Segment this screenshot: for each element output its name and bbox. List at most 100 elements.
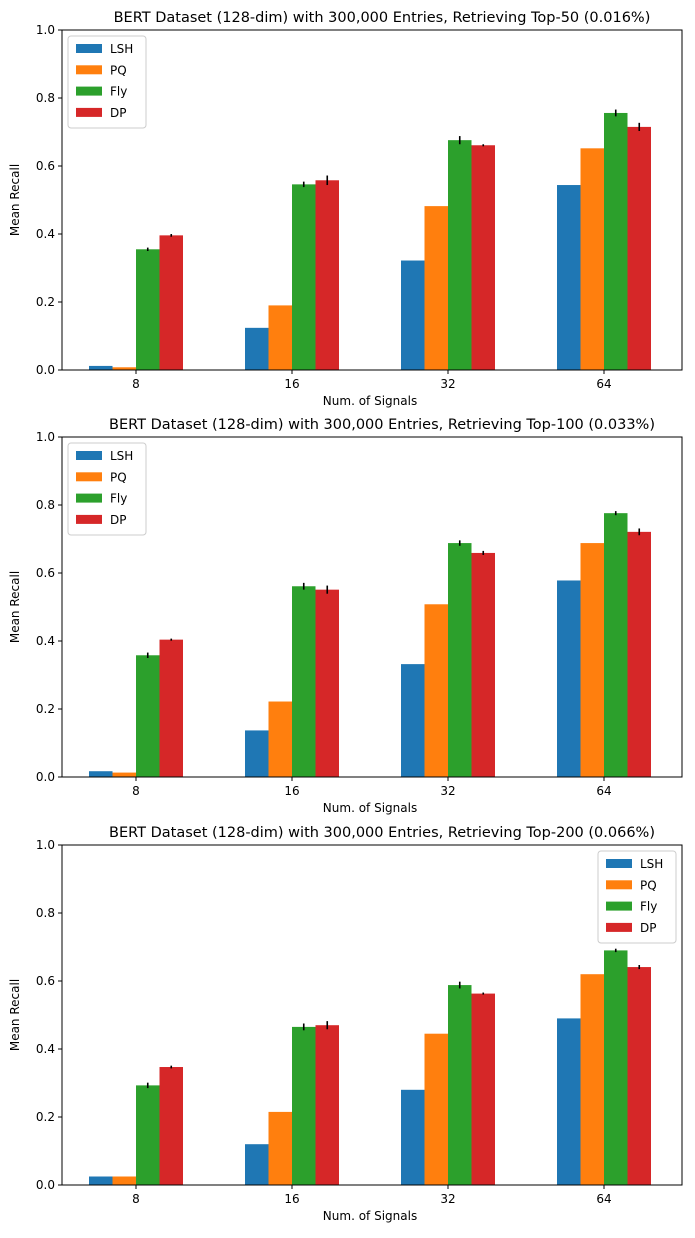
y-axis-label: Mean Recall: [8, 979, 22, 1051]
bar-dp-8: [159, 639, 183, 777]
y-axis-label: Mean Recall: [8, 164, 22, 236]
bar-pq-8: [112, 367, 136, 370]
bar-fly-8: [136, 655, 160, 777]
y-tick-label: 0.8: [36, 906, 55, 920]
y-tick-label: 0.4: [36, 634, 55, 648]
bar-dp-64: [627, 126, 651, 371]
bar-dp-32: [471, 993, 495, 1185]
bar-pq-64: [580, 148, 604, 370]
x-axis-label: Num. of Signals: [323, 1209, 417, 1223]
legend-swatch-lsh: [76, 451, 102, 460]
legend-label-pq: PQ: [110, 470, 127, 484]
legend-swatch-fly: [606, 901, 632, 911]
bar-fly-64: [604, 112, 628, 371]
bar-lsh-64: [557, 1018, 581, 1185]
bar-fly-32: [448, 985, 472, 1185]
plot-frame: [61, 436, 683, 778]
chart-title: BERT Dataset (128-dim) with 300,000 Entr…: [109, 417, 655, 433]
bar-lsh-8: [89, 771, 113, 777]
chart-title: BERT Dataset (128-dim) with 300,000 Entr…: [109, 825, 655, 841]
plot-frame: [61, 844, 683, 1186]
bar-dp-16: [315, 180, 339, 370]
y-tick-label: 1.0: [36, 430, 55, 444]
chart-panel-top-50: BERT Dataset (128-dim) with 300,000 Entr…: [8, 10, 683, 408]
bar-dp-8: [159, 235, 183, 370]
legend-swatch-pq: [76, 65, 102, 75]
legend: LSH PQ Fly DP: [597, 850, 677, 944]
x-axis-label: Num. of Signals: [323, 394, 417, 408]
bar-lsh-32: [401, 260, 425, 370]
y-tick-label: 0.8: [36, 91, 55, 105]
bar-pq-64: [580, 543, 604, 777]
legend-label-lsh: LSH: [110, 449, 133, 463]
bar-pq-32: [424, 1033, 448, 1185]
legend-label-fly: Fly: [640, 900, 657, 914]
bar-fly-16: [292, 586, 316, 777]
legend-box: [67, 442, 147, 536]
legend-label-fly: Fly: [110, 85, 127, 99]
bar-lsh-64: [557, 580, 581, 777]
x-tick-label: 64: [596, 784, 611, 798]
bar-lsh-8: [89, 1176, 113, 1185]
bar-pq-8: [112, 1176, 136, 1185]
bar-fly-8: [136, 1085, 160, 1185]
bar-lsh-8: [89, 365, 113, 370]
legend-swatch-dp: [76, 514, 102, 524]
plot-frame: [61, 29, 683, 371]
bar-fly-64: [604, 513, 628, 777]
legend-swatch-fly: [76, 86, 102, 96]
chart-panel-top-200: BERT Dataset (128-dim) with 300,000 Entr…: [8, 825, 683, 1223]
legend: LSH PQ Fly DP: [67, 442, 147, 536]
y-tick-label: 1.0: [36, 838, 55, 852]
y-tick-label: 0.2: [36, 702, 55, 716]
legend-box: [67, 35, 147, 129]
x-tick-label: 8: [132, 784, 140, 798]
bar-pq-16: [268, 1111, 292, 1185]
bar-fly-16: [292, 1026, 316, 1185]
bar-pq-16: [268, 701, 292, 777]
legend-label-lsh: LSH: [640, 857, 663, 871]
bar-dp-32: [471, 552, 495, 777]
x-tick-label: 64: [596, 1192, 611, 1206]
legend-swatch-dp: [606, 922, 632, 932]
x-tick-label: 16: [284, 1192, 299, 1206]
bar-fly-16: [292, 184, 316, 370]
y-tick-label: 0.2: [36, 295, 55, 309]
legend-label-fly: Fly: [110, 492, 127, 506]
legend-box: [597, 850, 677, 944]
bar-lsh-16: [245, 730, 269, 777]
legend-label-dp: DP: [640, 921, 656, 935]
x-tick-label: 16: [284, 377, 299, 391]
bar-pq-16: [268, 305, 292, 370]
y-tick-label: 1.0: [36, 23, 55, 37]
y-tick-label: 0.2: [36, 1110, 55, 1124]
x-tick-label: 16: [284, 784, 299, 798]
legend-swatch-pq: [606, 880, 632, 890]
y-tick-label: 0.0: [36, 363, 55, 377]
legend-swatch-dp: [76, 107, 102, 117]
bar-dp-32: [471, 145, 495, 370]
bar-lsh-64: [557, 185, 581, 370]
legend-label-pq: PQ: [110, 63, 127, 77]
bar-pq-32: [424, 604, 448, 777]
x-tick-label: 32: [440, 377, 455, 391]
legend-swatch-lsh: [606, 859, 632, 868]
legend: LSH PQ Fly DP: [67, 35, 147, 129]
y-tick-label: 0.4: [36, 227, 55, 241]
bar-dp-16: [315, 1025, 339, 1185]
bar-fly-64: [604, 950, 628, 1185]
y-tick-label: 0.6: [36, 159, 55, 173]
bar-dp-64: [627, 531, 651, 777]
legend-label-pq: PQ: [640, 878, 657, 892]
bar-lsh-32: [401, 1089, 425, 1185]
y-tick-label: 0.6: [36, 974, 55, 988]
bar-pq-8: [112, 772, 136, 777]
legend-swatch-lsh: [76, 44, 102, 53]
chart-panel-top-100: BERT Dataset (128-dim) with 300,000 Entr…: [8, 417, 683, 815]
bar-fly-32: [448, 543, 472, 777]
y-axis-label: Mean Recall: [8, 571, 22, 643]
bar-lsh-32: [401, 664, 425, 777]
legend-label-dp: DP: [110, 106, 126, 120]
legend-swatch-pq: [76, 472, 102, 482]
